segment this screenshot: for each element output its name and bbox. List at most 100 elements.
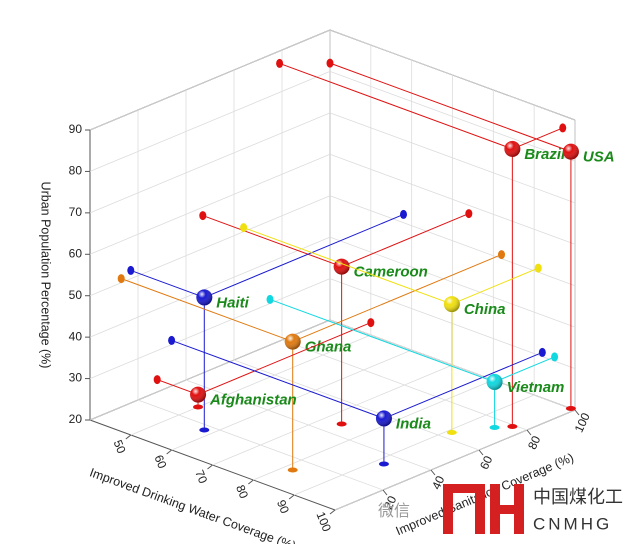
watermark: 微信 中国煤化工 CNMHG bbox=[378, 484, 623, 534]
point-label: China bbox=[464, 301, 506, 318]
wall-projection bbox=[551, 352, 559, 362]
sphere-shine bbox=[190, 386, 207, 403]
grid: 5060708090100204060801002030405060708090… bbox=[39, 29, 593, 544]
grid-line bbox=[89, 236, 331, 338]
x-axis-title: Improved Drinking Water Coverage (%) bbox=[88, 465, 298, 544]
tick-mark bbox=[382, 489, 388, 496]
floor-projection bbox=[446, 430, 457, 435]
floor-projection bbox=[336, 421, 347, 427]
tick-mark bbox=[478, 449, 484, 456]
sphere-shine bbox=[486, 373, 503, 390]
projection-line bbox=[292, 254, 502, 343]
y-tick-label: 80 bbox=[525, 433, 543, 451]
y-tick-label: 40 bbox=[429, 473, 447, 491]
grid-line bbox=[212, 364, 453, 466]
logo-bar bbox=[514, 484, 524, 534]
sphere-shine bbox=[504, 140, 521, 157]
wall-projection bbox=[559, 123, 567, 133]
tick-mark bbox=[248, 479, 254, 485]
grid-line bbox=[89, 71, 331, 172]
x-tick-label: 50 bbox=[111, 438, 129, 456]
wall-projection bbox=[266, 294, 274, 304]
wall-projection bbox=[168, 335, 176, 345]
projection-line bbox=[341, 213, 470, 268]
tick-mark bbox=[574, 409, 580, 416]
point-label: Vietnam bbox=[507, 379, 565, 396]
floor-projection bbox=[507, 424, 518, 429]
grid-line bbox=[329, 153, 576, 245]
grid-line bbox=[253, 379, 494, 481]
grid-line bbox=[334, 409, 576, 511]
sphere-shine bbox=[333, 258, 350, 275]
grid-line bbox=[171, 349, 412, 451]
projection-line bbox=[204, 213, 404, 298]
tick-mark bbox=[166, 449, 172, 455]
watermark-code: CNMHG bbox=[533, 514, 612, 533]
grid-line bbox=[329, 112, 576, 204]
point-label: Afghanistan bbox=[209, 392, 297, 409]
projection-line bbox=[279, 62, 513, 150]
wall-projection bbox=[240, 223, 248, 233]
watermark-wechat: 微信 bbox=[378, 502, 410, 520]
point-label: India bbox=[396, 415, 431, 432]
wall-projection bbox=[534, 263, 542, 273]
wall-projection bbox=[498, 250, 505, 260]
wall-projection bbox=[199, 211, 207, 221]
grid-line bbox=[185, 379, 432, 471]
x-tick-label: 70 bbox=[192, 468, 210, 486]
y-tick-label: 100 bbox=[572, 410, 593, 434]
projection-line bbox=[243, 227, 453, 305]
z-tick-label: 20 bbox=[69, 412, 83, 426]
point-label: Haiti bbox=[216, 294, 249, 311]
wall-projection bbox=[326, 58, 334, 68]
sphere-shine bbox=[443, 296, 460, 313]
logo-bar bbox=[475, 484, 485, 534]
floor-projection bbox=[489, 425, 500, 430]
point-label: Brazil bbox=[524, 146, 566, 163]
projection-line bbox=[451, 267, 539, 305]
z-axis-title: Urban Population Percentage (%) bbox=[39, 182, 53, 369]
logo-bar bbox=[490, 505, 522, 514]
grid-line bbox=[233, 359, 480, 451]
projection-line bbox=[171, 339, 385, 419]
tick-mark bbox=[526, 429, 532, 436]
projection-line bbox=[494, 356, 555, 383]
grid-line bbox=[89, 112, 331, 214]
logo-bar bbox=[443, 484, 483, 493]
grid-line bbox=[329, 195, 576, 287]
floor-projection bbox=[565, 406, 576, 411]
grid-line bbox=[89, 153, 331, 255]
tick-mark bbox=[288, 494, 295, 500]
sphere-shine bbox=[196, 289, 213, 306]
projection-line bbox=[329, 62, 572, 153]
sphere-shine bbox=[284, 333, 301, 350]
grid-line bbox=[130, 334, 371, 436]
grid-line bbox=[89, 278, 331, 379]
y-tick-label: 60 bbox=[477, 453, 495, 471]
logo-bar bbox=[443, 484, 453, 534]
sphere-shine bbox=[562, 143, 579, 160]
z-tick-label: 60 bbox=[69, 246, 83, 260]
z-tick-label: 80 bbox=[69, 164, 83, 178]
wall-projection bbox=[400, 209, 407, 219]
wall-projection bbox=[127, 265, 135, 275]
point-label: Cameroon bbox=[354, 264, 428, 281]
x-tick-label: 60 bbox=[151, 453, 169, 471]
floor-projection bbox=[287, 467, 298, 473]
wall-projection bbox=[538, 347, 546, 357]
grid-line bbox=[281, 339, 528, 431]
projection-line bbox=[197, 322, 372, 396]
projection-line bbox=[269, 298, 495, 383]
wall-projection bbox=[276, 58, 284, 68]
projection-line bbox=[512, 127, 563, 150]
point-label: Ghana bbox=[305, 339, 352, 356]
z-tick-label: 90 bbox=[69, 122, 83, 136]
floor-projection bbox=[199, 427, 210, 433]
y-tick-label: 20 bbox=[381, 493, 399, 511]
wall-projection bbox=[153, 375, 161, 385]
tick-mark bbox=[430, 469, 436, 476]
projection-line bbox=[121, 278, 293, 343]
wall-projection bbox=[465, 209, 473, 219]
projection-line bbox=[130, 269, 205, 298]
